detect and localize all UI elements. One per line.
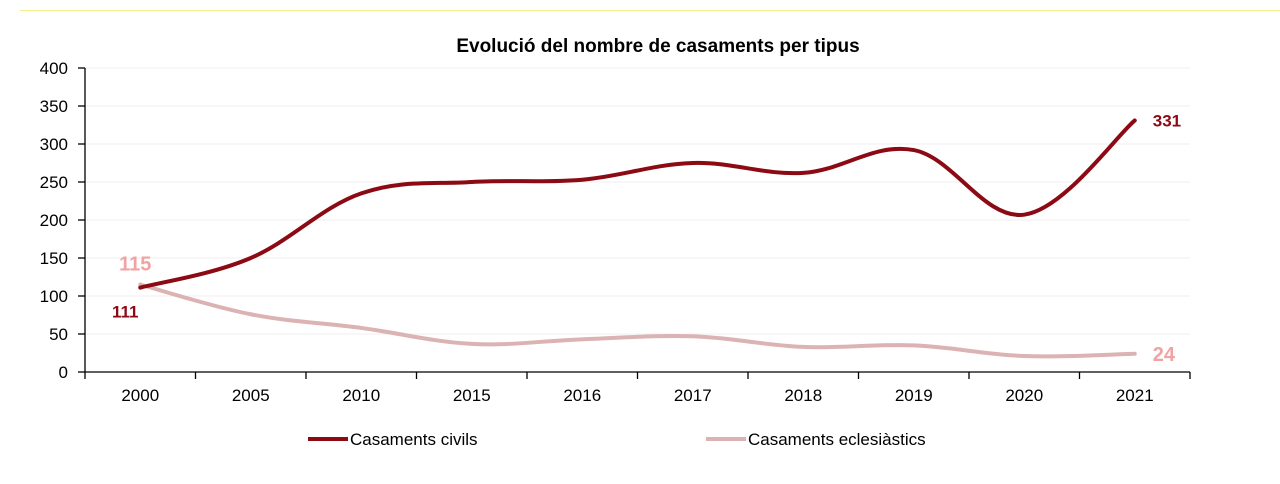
data-label: 115 (119, 254, 151, 276)
data-label: 24 (1153, 344, 1176, 366)
legend-label: Casaments civils (350, 430, 478, 449)
series-line-eclesiastics (138, 282, 1137, 359)
y-tick-label: 300 (40, 135, 68, 154)
y-tick-label: 350 (40, 97, 68, 116)
x-tick-label: 2021 (1116, 386, 1154, 405)
x-tick-label: 2017 (674, 386, 712, 405)
data-label: 331 (1153, 111, 1181, 130)
x-tick-label: 2015 (453, 386, 491, 405)
legend-item: Casaments eclesiàstics (706, 430, 926, 449)
y-tick-label: 100 (40, 287, 68, 306)
y-tick-label: 400 (40, 59, 68, 78)
x-tick-label: 2018 (784, 386, 822, 405)
data-label: 111 (112, 303, 139, 322)
x-tick-label: 2020 (1005, 386, 1043, 405)
y-tick-label: 200 (40, 211, 68, 230)
x-tick-label: 2019 (895, 386, 933, 405)
y-tick-label: 250 (40, 173, 68, 192)
x-tick-label: 2005 (232, 386, 270, 405)
y-tick-label: 50 (49, 325, 68, 344)
series-line-civils (138, 118, 1137, 290)
y-tick-label: 0 (59, 363, 68, 382)
top-divider (20, 10, 1280, 11)
x-tick-label: 2016 (563, 386, 601, 405)
y-tick-label: 150 (40, 249, 68, 268)
x-tick-label: 2000 (121, 386, 159, 405)
chart-title: Evolució del nombre de casaments per tip… (456, 36, 859, 57)
x-tick-label: 2010 (342, 386, 380, 405)
legend-label: Casaments eclesiàstics (748, 430, 926, 449)
legend-item: Casaments civils (308, 430, 478, 449)
